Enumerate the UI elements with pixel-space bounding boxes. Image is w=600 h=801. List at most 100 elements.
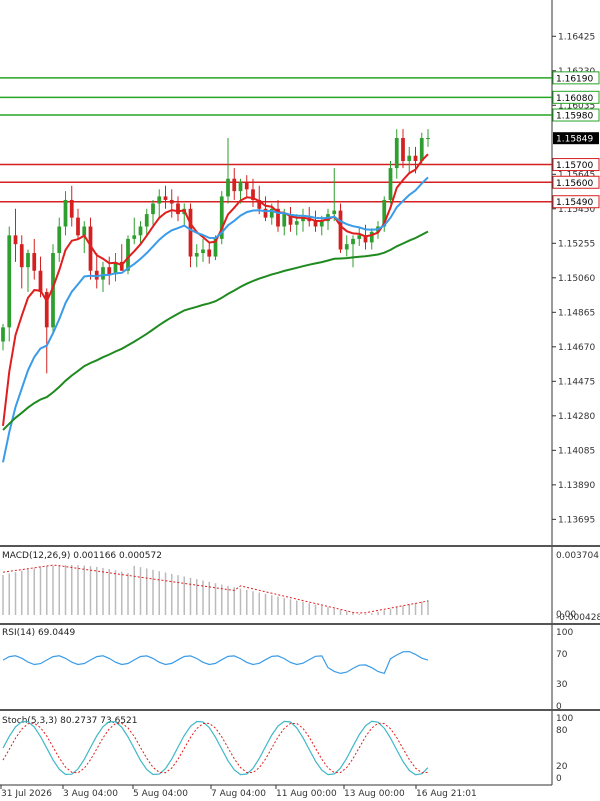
candle-body	[226, 178, 230, 197]
level-label-box	[552, 108, 600, 122]
candle-body	[269, 208, 274, 218]
candle-body	[319, 221, 324, 227]
candle-body	[426, 138, 430, 140]
candle-body	[188, 208, 193, 257]
stoch-tick-label: 80	[556, 726, 568, 736]
candle-body	[363, 235, 368, 243]
stoch-main-line	[2, 720, 429, 776]
level-label-box	[552, 90, 600, 104]
price-tick-label: 1.15645	[558, 170, 595, 180]
candle-body	[344, 244, 349, 250]
candle-body	[313, 221, 318, 227]
candle-body	[288, 214, 293, 225]
candle-body	[351, 238, 355, 245]
time-tick-label: 31 Jul 2026	[1, 789, 52, 799]
candle-body	[151, 203, 155, 215]
candle-body	[169, 199, 174, 204]
price-tick-label: 1.14670	[558, 343, 595, 353]
candle-body	[369, 231, 374, 243]
candle-body	[213, 238, 218, 257]
candle-body	[413, 155, 418, 162]
rsi-tick-label: 30	[556, 680, 568, 690]
stoch-tick-label: 0	[556, 774, 562, 784]
rsi-label: RSI(14) 69.0449	[2, 628, 75, 638]
ma-fast-line	[2, 153, 429, 427]
price-tick-label: 1.15450	[558, 205, 595, 215]
candle-body	[144, 214, 149, 227]
candle-body	[51, 253, 55, 328]
level-label-box	[552, 195, 600, 209]
candle-body	[94, 270, 99, 280]
candle-body	[219, 196, 224, 239]
candle-body	[138, 226, 143, 236]
macd-label: MACD(12,26,9) 0.001166 0.000572	[2, 551, 162, 561]
candle-body	[88, 226, 93, 271]
candle-body	[32, 253, 37, 271]
candle-body	[232, 178, 237, 192]
stoch-tick-label: 20	[556, 762, 568, 772]
candle-body	[238, 182, 243, 192]
price-tick-label: 1.13890	[558, 481, 595, 491]
candle-body	[113, 261, 118, 275]
level-label: 1.15490	[556, 198, 593, 208]
rsi-tick-label: 70	[556, 650, 568, 660]
candle-body	[132, 235, 137, 239]
candle-body	[282, 214, 287, 227]
candle-body	[401, 138, 405, 162]
time-tick-label: 13 Aug 00:00	[344, 789, 405, 799]
current-price-label: 1.15849	[556, 135, 593, 145]
candle-body	[394, 138, 399, 169]
candle-body	[263, 208, 268, 218]
level-label-box	[552, 158, 600, 172]
current-price-box	[553, 132, 599, 145]
candle-body	[194, 253, 199, 257]
candle-body	[251, 189, 255, 200]
stoch-tick-label: 100	[556, 714, 573, 724]
price-tick-label: 1.15255	[558, 239, 595, 249]
candle-body	[338, 210, 343, 250]
price-tick-label: 1.14085	[558, 446, 595, 456]
time-tick-label: 7 Aug 04:00	[211, 789, 266, 799]
candle-body	[119, 261, 124, 271]
candle-body	[163, 196, 168, 200]
level-label-box	[552, 175, 600, 189]
candle-body	[13, 235, 18, 245]
candle-body	[301, 217, 305, 222]
price-tick-label: 1.15060	[558, 274, 595, 284]
candle-body	[76, 217, 80, 236]
candle-body	[382, 199, 387, 227]
time-tick-label: 11 Aug 00:00	[276, 789, 337, 799]
candle-body	[357, 235, 362, 239]
level-label: 1.15700	[556, 161, 593, 171]
candle-body	[201, 249, 205, 254]
candle-body	[7, 235, 12, 328]
candle-body	[276, 208, 280, 227]
price-tick-label: 1.13695	[558, 515, 595, 525]
price-tick-label: 1.14280	[558, 412, 595, 422]
price-tick-label: 1.14475	[558, 377, 595, 387]
level-label: 1.15980	[556, 112, 593, 122]
candle-body	[82, 226, 87, 236]
candle-body	[101, 267, 105, 280]
ma-mid-line	[2, 176, 429, 463]
candle-body	[57, 226, 62, 254]
candle-body	[207, 249, 212, 257]
rsi-line	[2, 650, 429, 675]
candle-body	[157, 196, 162, 204]
price-tick-label: 1.16425	[558, 32, 595, 42]
ma-slow-line	[2, 230, 429, 431]
macd-max-tick: 0.003704	[556, 551, 599, 561]
candle-body	[176, 203, 180, 215]
candle-body	[63, 199, 68, 227]
candle-body	[19, 244, 24, 268]
price-tick-label: 1.16035	[558, 101, 595, 111]
candle-body	[1, 327, 5, 342]
rsi-tick-label: 0	[556, 702, 562, 712]
stoch-signal-line	[2, 722, 429, 774]
candle-body	[419, 138, 424, 162]
candle-body	[26, 253, 30, 268]
candle-body	[257, 199, 262, 209]
time-tick-label: 3 Aug 04:00	[63, 789, 118, 799]
